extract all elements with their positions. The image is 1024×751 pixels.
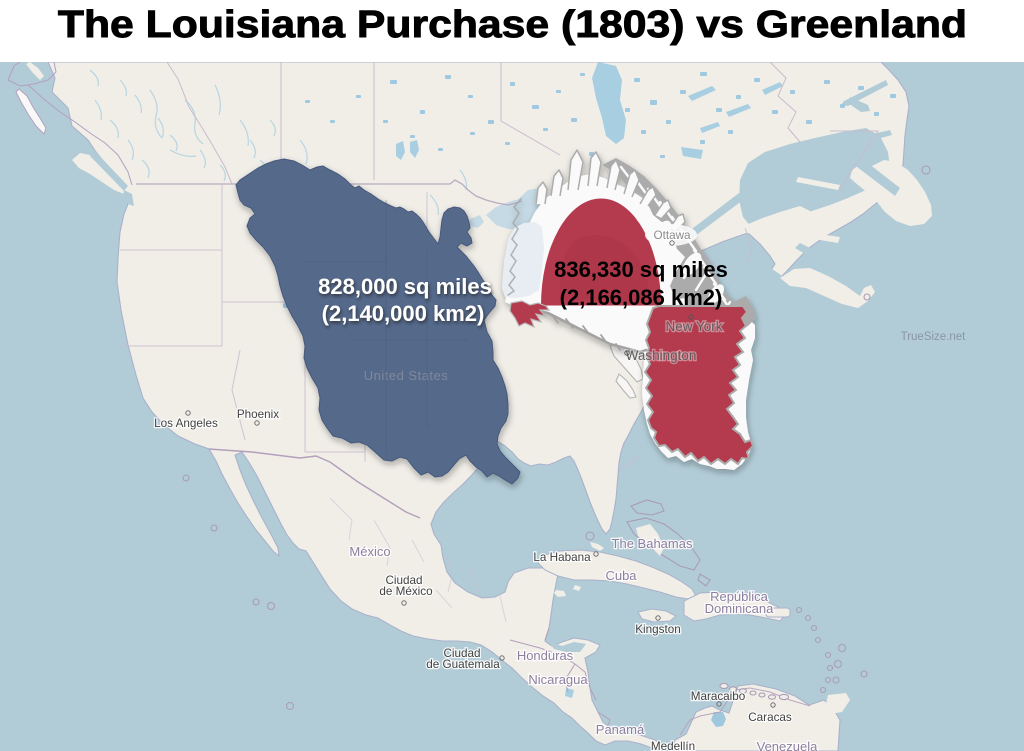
svg-text:(2,140,000 km2): (2,140,000 km2) — [322, 301, 485, 326]
svg-text:United States: United States — [364, 368, 449, 383]
svg-text:Phoenix: Phoenix — [237, 408, 279, 421]
svg-text:Panamá: Panamá — [596, 722, 645, 737]
svg-text:de México: de México — [379, 585, 433, 598]
svg-text:(2,166,086 km2): (2,166,086 km2) — [560, 285, 723, 310]
svg-text:Cuba: Cuba — [605, 568, 637, 583]
svg-text:Maracaibo: Maracaibo — [691, 690, 746, 703]
svg-text:Washington: Washington — [626, 348, 697, 363]
svg-text:Los Angeles: Los Angeles — [154, 417, 218, 430]
svg-text:Dominicana: Dominicana — [705, 601, 774, 616]
svg-text:828,000 sq miles: 828,000 sq miles — [318, 274, 492, 299]
svg-text:México: México — [349, 544, 390, 559]
svg-text:Kingston: Kingston — [635, 623, 680, 636]
svg-text:Caracas: Caracas — [748, 711, 792, 724]
svg-text:Ottawa: Ottawa — [653, 229, 691, 242]
svg-text:República: República — [710, 589, 769, 604]
svg-text:Nicaragua: Nicaragua — [528, 672, 588, 687]
svg-text:Ciudad: Ciudad — [443, 647, 480, 660]
svg-text:The Bahamas: The Bahamas — [612, 536, 693, 551]
svg-text:New York: New York — [665, 319, 722, 334]
svg-text:Venezuela: Venezuela — [757, 739, 818, 751]
svg-text:Ciudad: Ciudad — [385, 574, 422, 587]
svg-text:Medellín: Medellín — [651, 740, 695, 751]
svg-text:836,330 sq miles: 836,330 sq miles — [554, 257, 728, 282]
svg-text:de Guatemala: de Guatemala — [426, 658, 500, 671]
svg-text:Honduras: Honduras — [517, 648, 574, 663]
svg-text:TrueSize.net: TrueSize.net — [901, 331, 967, 343]
svg-text:La Habana: La Habana — [533, 551, 591, 564]
